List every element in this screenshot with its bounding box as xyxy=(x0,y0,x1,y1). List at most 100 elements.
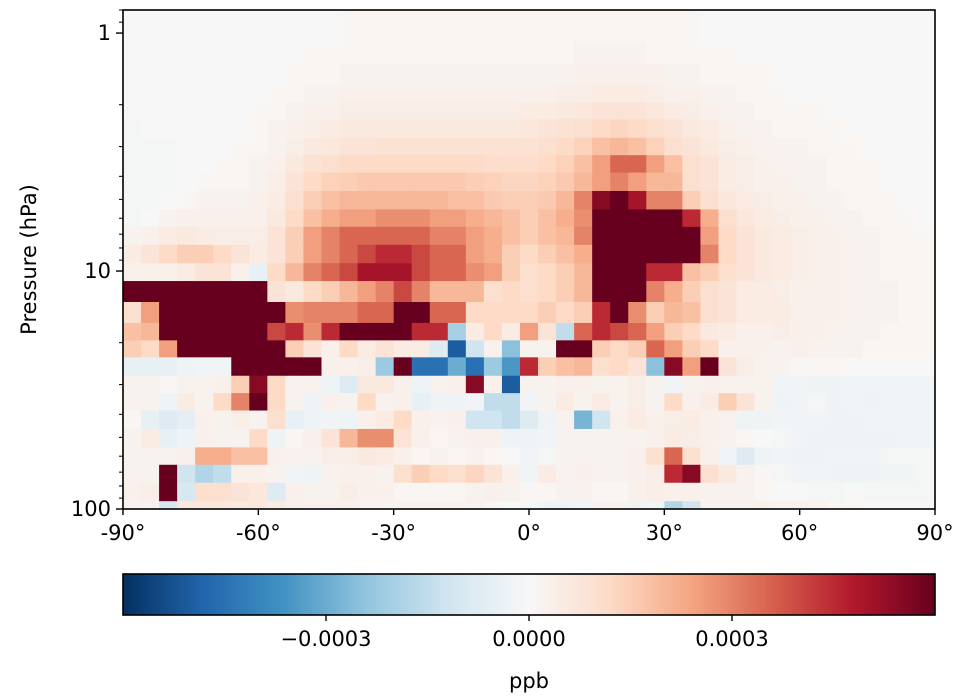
heatmap-cell xyxy=(736,356,756,376)
heatmap-cell xyxy=(592,301,611,323)
heatmap-cell xyxy=(195,375,214,394)
heatmap-cell xyxy=(393,464,413,483)
heatmap-cell xyxy=(231,137,250,156)
heatmap-cell xyxy=(592,226,611,245)
heatmap-cell xyxy=(249,301,268,323)
heatmap-cell xyxy=(285,392,305,411)
heatmap-cell xyxy=(538,63,557,85)
heatmap-cell xyxy=(610,42,629,65)
heatmap-cell xyxy=(646,63,665,85)
heatmap-cell xyxy=(123,137,142,156)
y-axis: 1 10 100 xyxy=(71,9,123,521)
heatmap-cell xyxy=(556,226,575,245)
heatmap-cell xyxy=(267,280,286,302)
heatmap-cell xyxy=(880,356,900,376)
heatmap-cell xyxy=(141,262,160,282)
heatmap-cell xyxy=(501,63,521,85)
x-tick-label: -30° xyxy=(371,521,416,545)
heatmap-cell xyxy=(519,339,539,358)
heatmap-cell xyxy=(844,137,864,156)
heatmap-cell xyxy=(519,356,539,376)
heatmap-cell xyxy=(592,42,611,65)
heatmap-cell xyxy=(393,375,413,394)
heatmap-cell xyxy=(592,482,611,502)
heatmap-cell xyxy=(862,118,882,138)
heatmap-cell xyxy=(718,339,738,358)
heatmap-cell xyxy=(916,409,936,429)
heatmap-cell xyxy=(339,171,359,191)
heatmap-cell xyxy=(790,154,810,173)
heatmap-cell xyxy=(501,392,521,411)
heatmap-cell xyxy=(700,118,720,138)
heatmap-cell xyxy=(519,101,539,120)
heatmap-cell xyxy=(556,154,575,173)
heatmap-cell xyxy=(772,244,792,264)
heatmap-cell xyxy=(592,356,611,376)
heatmap-cell xyxy=(249,262,268,282)
heatmap-cell xyxy=(393,446,413,465)
heatmap-cell xyxy=(357,356,377,376)
heatmap-cell xyxy=(736,262,756,282)
heatmap-cell xyxy=(556,392,575,411)
heatmap-cell xyxy=(249,464,268,483)
heatmap-cell xyxy=(844,63,864,85)
heatmap-cell xyxy=(159,356,178,376)
heatmap-cell xyxy=(429,137,449,156)
heatmap-cell xyxy=(790,500,810,510)
heatmap-cell xyxy=(880,464,900,483)
heatmap-cell xyxy=(808,409,828,429)
heatmap-cell xyxy=(700,356,720,376)
heatmap-cell xyxy=(826,409,846,429)
heatmap-cell xyxy=(357,171,377,191)
heatmap-cell xyxy=(177,84,196,103)
heatmap-cell xyxy=(736,428,756,448)
heatmap-cell xyxy=(664,464,683,483)
heatmap-cell xyxy=(411,190,431,210)
heatmap-cell xyxy=(700,322,720,341)
heatmap-cell xyxy=(880,118,900,138)
heatmap-cell xyxy=(339,464,359,483)
heatmap-cell xyxy=(592,137,611,156)
heatmap-cell xyxy=(736,84,756,103)
heatmap-cell xyxy=(411,280,431,302)
heatmap-cell xyxy=(718,171,738,191)
heatmap-cell xyxy=(538,42,557,65)
heatmap-cell xyxy=(646,190,665,210)
heatmap-cell xyxy=(610,392,629,411)
heatmap-cell xyxy=(357,101,377,120)
heatmap-cell xyxy=(628,42,647,65)
heatmap-cell xyxy=(141,190,160,210)
heatmap-cell xyxy=(592,101,611,120)
heatmap-cell xyxy=(393,171,413,191)
heatmap-cell xyxy=(664,190,683,210)
heatmap-cell xyxy=(718,464,738,483)
heatmap-cell xyxy=(790,446,810,465)
heatmap-cell xyxy=(249,356,268,376)
heatmap-cell xyxy=(195,500,214,510)
heatmap-cell xyxy=(646,154,665,173)
heatmap-cell xyxy=(826,301,846,323)
heatmap-cell xyxy=(610,482,629,502)
heatmap-cell xyxy=(538,375,557,394)
heatmap-cell xyxy=(664,226,683,245)
heatmap-cell xyxy=(267,10,286,44)
heatmap-cell xyxy=(177,101,196,120)
heatmap-cell xyxy=(610,301,629,323)
heatmap-cell xyxy=(718,101,738,120)
heatmap-cell xyxy=(844,101,864,120)
heatmap-cell xyxy=(465,154,485,173)
heatmap-cell xyxy=(880,154,900,173)
heatmap-cell xyxy=(826,118,846,138)
heatmap-cell xyxy=(465,428,485,448)
heatmap-cell xyxy=(574,208,593,227)
heatmap-cell xyxy=(772,42,792,65)
heatmap-cell xyxy=(375,375,395,394)
heatmap-cell xyxy=(772,226,792,245)
heatmap-cell xyxy=(357,10,377,44)
heatmap-cell xyxy=(628,500,647,510)
heatmap-cell xyxy=(195,392,214,411)
heatmap-cell xyxy=(447,154,467,173)
heatmap-cell xyxy=(159,101,178,120)
heatmap-cell xyxy=(195,154,214,173)
heatmap-cell xyxy=(213,356,232,376)
